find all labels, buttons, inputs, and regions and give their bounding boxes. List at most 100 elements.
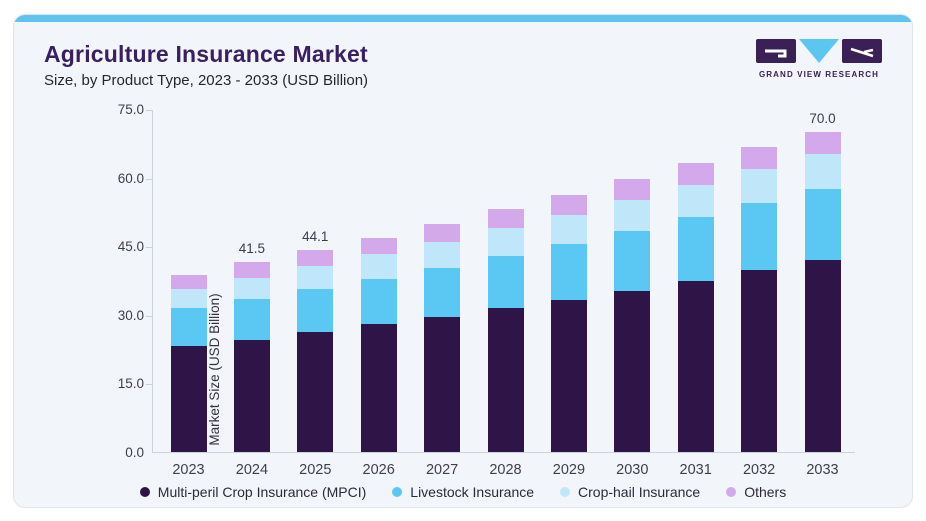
bar-2032 xyxy=(741,146,778,452)
x-tick-label-2023: 2023 xyxy=(172,462,205,478)
bar-segment-2023 xyxy=(170,346,207,452)
y-tick-label: 75.0 xyxy=(117,102,144,117)
plot-area: Market Size (USD Billion) 0.0 15.0 30.0 45.… xyxy=(118,102,855,478)
bar-segment-2026 xyxy=(360,254,397,279)
legend-label: Crop-hail Insurance xyxy=(578,484,701,500)
bar-segment-2025 xyxy=(297,332,334,452)
bar-segment-2025 xyxy=(297,250,334,267)
bar-segment-2027 xyxy=(424,316,461,452)
bar-2030 xyxy=(614,178,651,452)
legend-item: Multi-peril Crop Insurance (MPCI) xyxy=(139,484,367,500)
legend-dot-icon xyxy=(392,487,403,497)
bar-total-label-2024: 41.5 xyxy=(238,241,266,257)
bar-segment-2025 xyxy=(297,266,334,290)
bar-segment-2024 xyxy=(233,262,270,279)
legend-dot-icon xyxy=(726,487,737,497)
bar-total-label-2033: 70.0 xyxy=(809,110,836,126)
bar-2025 xyxy=(297,250,334,452)
brand-logo-marks xyxy=(754,39,884,65)
top-accent-bar xyxy=(14,15,912,22)
x-tick-label-2030: 2030 xyxy=(616,462,649,478)
bar-segment-2028 xyxy=(487,209,524,228)
bar-segment-2024 xyxy=(233,339,270,452)
logo-triangle-icon xyxy=(799,39,839,63)
brand-name: GRAND VIEW RESEARCH xyxy=(758,70,880,79)
y-tick-label: 60.0 xyxy=(117,170,144,186)
bar-segment-2031 xyxy=(677,184,714,218)
bar-segment-2024 xyxy=(233,299,270,340)
bar-2028 xyxy=(487,209,524,452)
legend-label: Multi-peril Crop Insurance (MPCI) xyxy=(157,484,367,500)
x-tick-label-2033: 2033 xyxy=(806,462,839,478)
bar-2023 xyxy=(170,274,207,452)
y-tick-label: 45.0 xyxy=(117,239,144,255)
bar-segment-2023 xyxy=(170,288,207,309)
x-tick-label-2031: 2031 xyxy=(679,462,712,478)
y-tick-mark xyxy=(146,178,152,180)
x-tick-label-2027: 2027 xyxy=(425,462,459,478)
bar-segment-2026 xyxy=(360,324,397,452)
legend-item: Crop-hail Insurance xyxy=(560,484,700,500)
bar-segment-2028 xyxy=(487,308,524,452)
y-tick-label: 30.0 xyxy=(117,307,144,323)
bar-segment-2031 xyxy=(677,280,714,452)
legend-label: Others xyxy=(744,484,787,500)
x-tick-label-2028: 2028 xyxy=(489,462,522,478)
brand-logo: GRAND VIEW RESEARCH xyxy=(754,39,884,79)
bar-segment-2023 xyxy=(170,308,207,347)
bar-2027 xyxy=(424,223,461,452)
x-tick-label-2032: 2032 xyxy=(742,462,776,478)
x-tick-label-2025: 2025 xyxy=(299,462,332,478)
bar-segment-2030 xyxy=(614,200,651,232)
bar-segment-2023 xyxy=(170,274,207,289)
bar-segment-2033 xyxy=(804,260,841,452)
legend-item: Livestock Insurance xyxy=(392,484,534,500)
bar-segment-2032 xyxy=(741,270,778,452)
bar-2024 xyxy=(233,262,270,452)
bar-segment-2032 xyxy=(741,169,778,204)
x-tick-label-2029: 2029 xyxy=(552,462,586,478)
logo-g-block-icon xyxy=(756,39,796,63)
y-tick-label: 0.0 xyxy=(125,445,144,460)
legend: Multi-peril Crop Insurance (MPCI) Livesto… xyxy=(14,484,912,500)
bar-segment-2030 xyxy=(614,231,651,291)
bar-segment-2031 xyxy=(677,217,714,281)
bar-segment-2031 xyxy=(677,162,714,185)
chart-card: Agriculture Insurance Market Size, by Pr… xyxy=(13,14,913,508)
y-tick-mark xyxy=(146,110,152,111)
bar-2031 xyxy=(677,162,714,452)
bar-2026 xyxy=(360,237,397,452)
bar-segment-2029 xyxy=(550,194,587,215)
bar-segment-2030 xyxy=(614,178,651,201)
bar-segment-2025 xyxy=(297,289,334,333)
legend-item: Others xyxy=(726,484,786,500)
page-subtitle: Size, by Product Type, 2023 - 2033 (USD … xyxy=(44,72,369,89)
bar-segment-2026 xyxy=(360,237,397,255)
bar-segment-2029 xyxy=(550,214,587,244)
bar-2029 xyxy=(550,194,587,452)
legend-dot-icon xyxy=(139,487,150,497)
legend-label: Livestock Insurance xyxy=(410,484,535,500)
y-tick-mark xyxy=(146,315,152,317)
page-title: Agriculture Insurance Market xyxy=(44,41,368,67)
bar-segment-2028 xyxy=(487,255,524,309)
bar-segment-2029 xyxy=(550,299,587,452)
bar-segment-2032 xyxy=(741,146,778,170)
y-tick-mark xyxy=(146,384,152,386)
bar-segment-2027 xyxy=(424,241,461,268)
bar-segment-2030 xyxy=(614,290,651,452)
bar-segment-2027 xyxy=(424,223,461,242)
bar-segment-2028 xyxy=(487,227,524,256)
bar-segment-2027 xyxy=(424,267,461,317)
bar-segment-2033 xyxy=(804,131,841,155)
bar-total-label-2025: 44.1 xyxy=(302,229,329,245)
bar-2033 xyxy=(804,131,841,452)
logo-r-block-icon xyxy=(842,39,882,63)
bar-segment-2029 xyxy=(550,243,587,300)
bar-segment-2033 xyxy=(804,189,841,261)
y-tick-mark xyxy=(146,247,152,249)
x-tick-label-2026: 2026 xyxy=(362,462,395,478)
legend-dot-icon xyxy=(560,487,571,497)
bar-segment-2032 xyxy=(741,203,778,271)
